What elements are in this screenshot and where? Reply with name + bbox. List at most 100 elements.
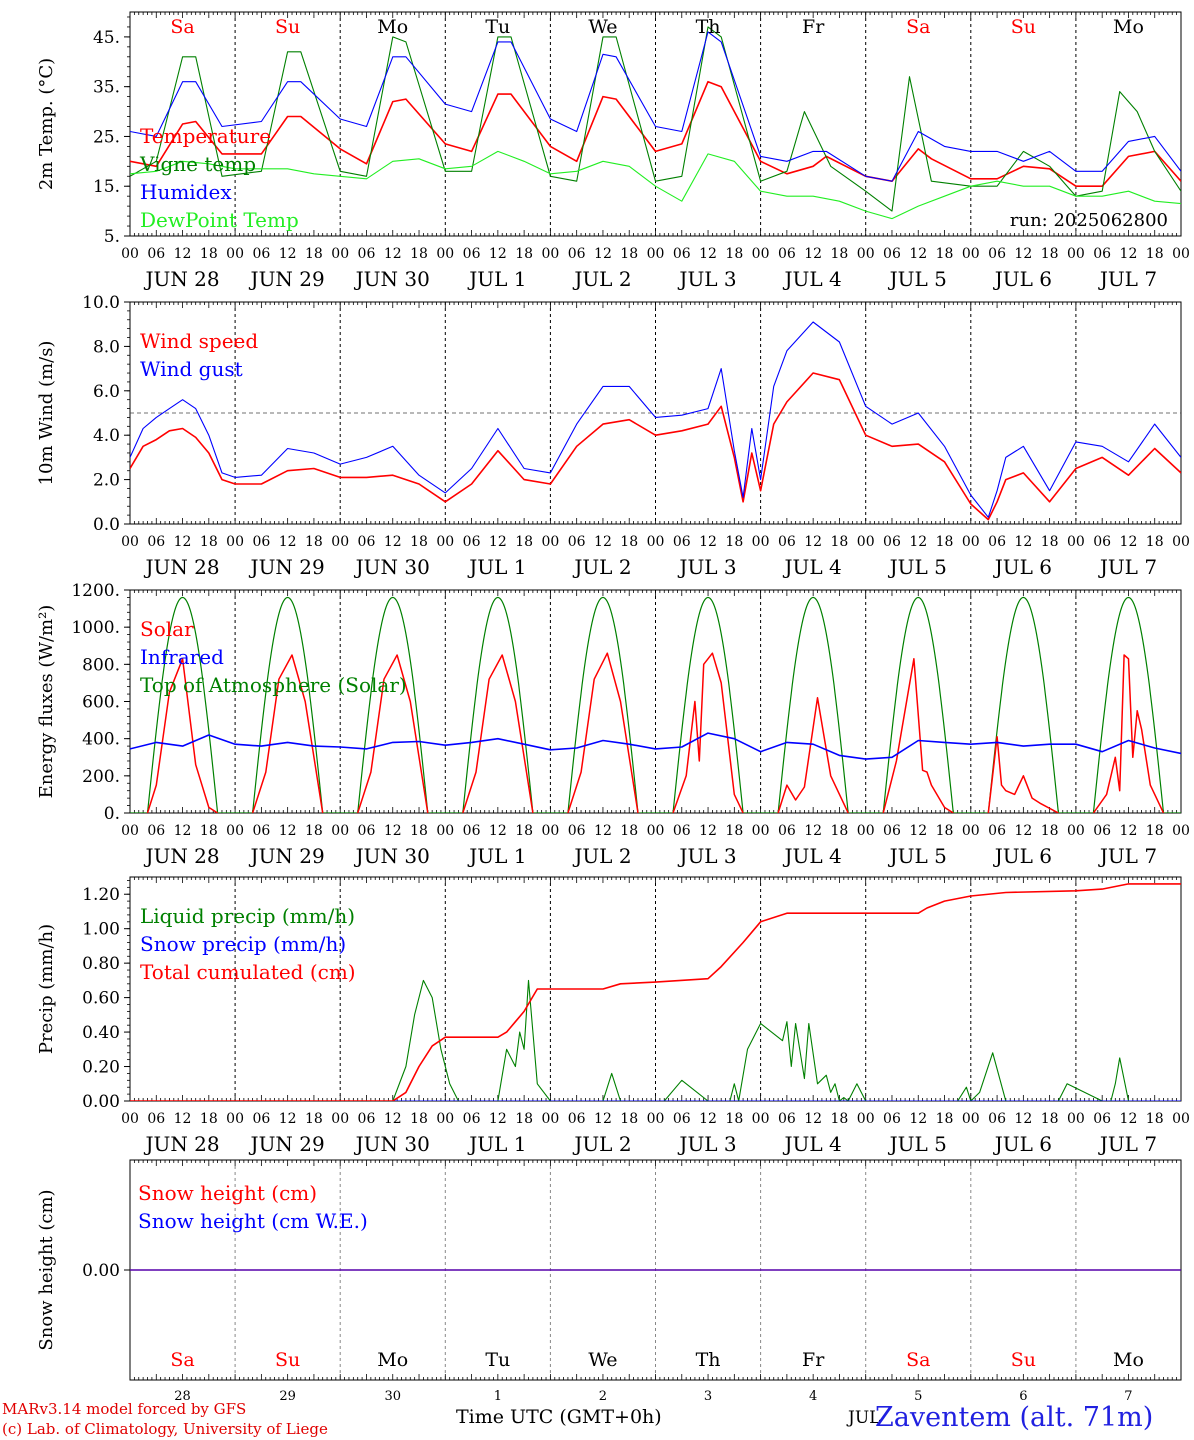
y-tick-label: 0.20 bbox=[82, 1058, 120, 1078]
x-date-label: JUL 3 bbox=[677, 555, 736, 579]
x-hour-label: 00 bbox=[121, 823, 139, 839]
run-label: run: 2025062800 bbox=[1010, 210, 1168, 231]
x-hour-label: 00 bbox=[436, 823, 454, 839]
x-hour-label: 18 bbox=[936, 246, 954, 262]
y-tick-label: 1000. bbox=[71, 618, 120, 638]
day-number-label: 30 bbox=[384, 1389, 401, 1404]
x-hour-label: 00 bbox=[436, 246, 454, 262]
x-hour-label: 00 bbox=[1172, 1111, 1190, 1127]
x-hour-label: 12 bbox=[699, 1111, 717, 1127]
x-hour-label: 00 bbox=[1172, 246, 1190, 262]
panel-1: 5. 15. 25. 35. 45. 2m Temp. (°C) 00 06 12 18 JUN 2… bbox=[36, 11, 1190, 291]
series-solar-day-2 bbox=[251, 654, 324, 813]
x-hour-label: 06 bbox=[147, 534, 165, 550]
x-hour-label: 12 bbox=[1120, 1111, 1138, 1127]
x-hour-label: 06 bbox=[988, 823, 1006, 839]
y-tick-label: 6.0 bbox=[93, 382, 120, 402]
x-hour-label: 18 bbox=[410, 246, 428, 262]
x-date-label: JUL 5 bbox=[888, 1132, 947, 1156]
x-hour-label: 00 bbox=[962, 534, 980, 550]
x-hour-label: 06 bbox=[883, 1111, 901, 1127]
x-date-label: JUN 28 bbox=[143, 267, 219, 291]
x-hour-label: 18 bbox=[620, 246, 638, 262]
x-hour-label: 00 bbox=[647, 1111, 665, 1127]
y-tick-label: 0.40 bbox=[82, 1023, 120, 1043]
series-solar-day-10 bbox=[1092, 654, 1165, 813]
x-hour-label: 18 bbox=[725, 1111, 743, 1127]
x-hour-label: 12 bbox=[1014, 823, 1032, 839]
y-axis-title: Precip (mm/h) bbox=[36, 924, 57, 1054]
x-hour-label: 00 bbox=[541, 534, 559, 550]
series-group bbox=[130, 26, 1181, 220]
y-axis-title: 10m Wind (m/s) bbox=[36, 341, 57, 486]
x-hour-label: 18 bbox=[831, 823, 849, 839]
x-hour-label: 00 bbox=[752, 1111, 770, 1127]
x-hour-label: 12 bbox=[699, 246, 717, 262]
weekday-label: Mo bbox=[1113, 16, 1144, 38]
x-date-label: JUL 6 bbox=[993, 844, 1052, 868]
x-hour-label: 06 bbox=[463, 1111, 481, 1127]
x-date-label: JUN 30 bbox=[354, 555, 430, 579]
x-hour-label: 00 bbox=[226, 823, 244, 839]
x-date-label: JUN 28 bbox=[143, 555, 219, 579]
x-hour-label: 18 bbox=[1146, 246, 1164, 262]
series-solar-day-5 bbox=[567, 652, 639, 813]
x-hour-label: 18 bbox=[515, 1111, 533, 1127]
series-wind-gust bbox=[130, 321, 1181, 518]
x-hour-label: 12 bbox=[1014, 1111, 1032, 1127]
x-hour-label: 00 bbox=[121, 1111, 139, 1127]
x-date-label: JUL 1 bbox=[467, 844, 526, 868]
x-hour-label: 00 bbox=[541, 823, 559, 839]
x-hour-label: 12 bbox=[489, 246, 507, 262]
y-tick-label: 0.60 bbox=[82, 989, 120, 1009]
x-hour-label: 00 bbox=[331, 534, 349, 550]
x-date-label: JUN 28 bbox=[143, 1132, 219, 1156]
series-solar-day-4 bbox=[462, 654, 534, 813]
x-hour-label: 06 bbox=[778, 246, 796, 262]
x-hour-label: 18 bbox=[936, 1111, 954, 1127]
x-hour-label: 18 bbox=[620, 534, 638, 550]
x-hour-label: 06 bbox=[1093, 534, 1111, 550]
y-tick-label: 4.0 bbox=[93, 426, 120, 446]
x-hour-label: 12 bbox=[489, 534, 507, 550]
x-hour-label: 06 bbox=[568, 1111, 586, 1127]
x-hour-label: 12 bbox=[699, 534, 717, 550]
x-hour-label: 18 bbox=[1041, 246, 1059, 262]
legend-entry: Wind gust bbox=[140, 357, 243, 381]
x-hour-label: 00 bbox=[1067, 534, 1085, 550]
x-date-label: JUL 7 bbox=[1098, 844, 1157, 868]
x-date-label: JUN 30 bbox=[354, 267, 430, 291]
x-hour-label: 06 bbox=[358, 246, 376, 262]
x-hour-label: 00 bbox=[857, 246, 875, 262]
x-hour-label: 06 bbox=[568, 246, 586, 262]
x-hour-label: 12 bbox=[804, 534, 822, 550]
x-hour-label: 00 bbox=[1067, 1111, 1085, 1127]
x-date-label: JUL 2 bbox=[572, 1132, 631, 1156]
x-date-label: JUL 2 bbox=[572, 844, 631, 868]
day-number-label: 3 bbox=[704, 1389, 712, 1404]
x-hour-label: 00 bbox=[331, 246, 349, 262]
legend-entry: Infrared bbox=[140, 645, 224, 669]
x-date-label: JUL 6 bbox=[993, 1132, 1052, 1156]
x-hour-label: 06 bbox=[673, 534, 691, 550]
x-hour-label: 00 bbox=[1067, 823, 1085, 839]
series-total-cumulated-cm- bbox=[130, 883, 1181, 1101]
x-hour-label: 06 bbox=[463, 246, 481, 262]
series-liquid-precip-mm-h- bbox=[130, 979, 1181, 1101]
x-hour-label: 18 bbox=[725, 534, 743, 550]
x-hour-label: 12 bbox=[279, 534, 297, 550]
x-hour-label: 12 bbox=[909, 534, 927, 550]
x-date-label: JUL 3 bbox=[677, 844, 736, 868]
x-hour-label: 06 bbox=[883, 246, 901, 262]
x-hour-label: 00 bbox=[857, 1111, 875, 1127]
series-solar-day-8 bbox=[882, 658, 954, 813]
x-hour-label: 12 bbox=[909, 823, 927, 839]
legend-entry: Wind speed bbox=[140, 329, 258, 353]
x-hour-label: 00 bbox=[436, 534, 454, 550]
x-hour-label: 12 bbox=[384, 1111, 402, 1127]
x-hour-label: 12 bbox=[804, 1111, 822, 1127]
panel-2: 0.0 2.0 4.0 6.0 8.0 10.0 10m Wind (m/s) 00 06 12 1… bbox=[36, 293, 1190, 579]
x-date-label: JUN 29 bbox=[249, 1132, 325, 1156]
x-hour-label: 00 bbox=[647, 534, 665, 550]
y-tick-label: 10.0 bbox=[82, 293, 120, 313]
